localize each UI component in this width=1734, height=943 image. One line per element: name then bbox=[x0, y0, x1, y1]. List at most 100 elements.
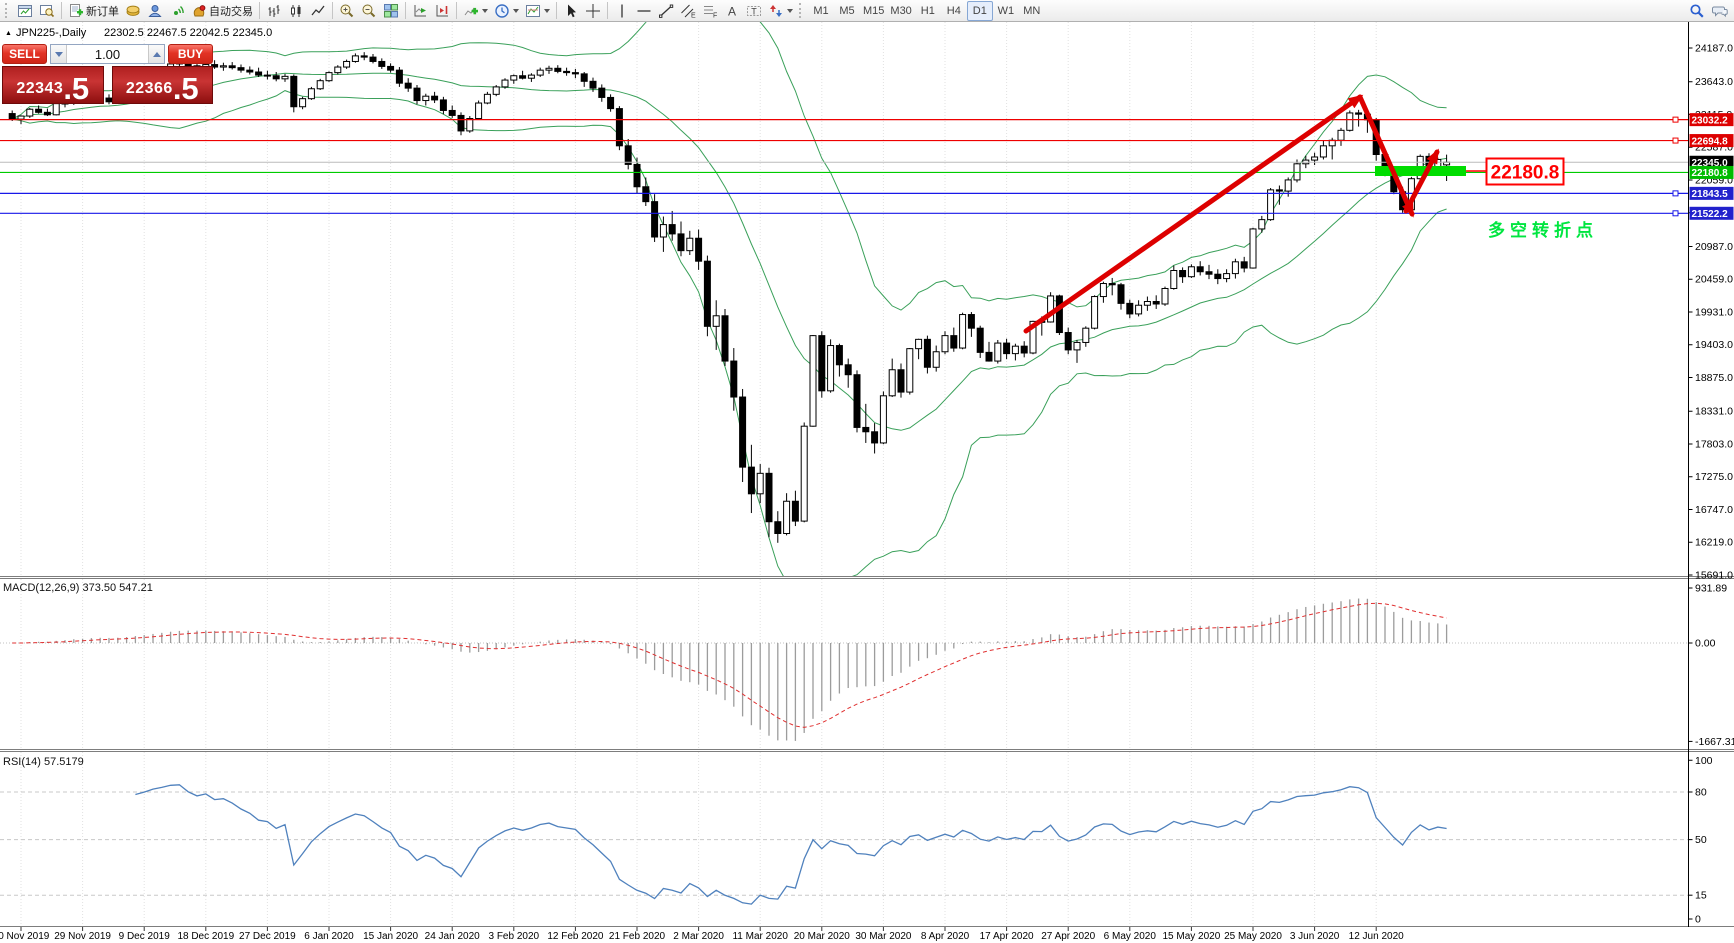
timeframe-m1-button[interactable]: M1 bbox=[808, 1, 834, 21]
svg-text:6 Jan 2020: 6 Jan 2020 bbox=[304, 931, 354, 942]
volume-input[interactable] bbox=[67, 45, 148, 63]
macd-indicator-label: MACD(12,26,9) 373.50 547.21 bbox=[3, 582, 153, 594]
svg-text:80: 80 bbox=[1695, 787, 1707, 799]
svg-text:19931.0: 19931.0 bbox=[1695, 306, 1733, 318]
svg-text:A: A bbox=[728, 4, 736, 18]
toolbar-separator bbox=[607, 2, 608, 19]
buy-button[interactable]: BUY bbox=[168, 44, 213, 64]
signals-button[interactable] bbox=[166, 1, 188, 21]
timeframe-d1-button[interactable]: D1 bbox=[966, 0, 993, 21]
arrows-tool-button[interactable] bbox=[765, 1, 796, 21]
svg-text:3 Jun 2020: 3 Jun 2020 bbox=[1290, 931, 1340, 942]
styles-button[interactable] bbox=[122, 1, 144, 21]
timeframe-m15-button[interactable]: M15 bbox=[860, 1, 887, 21]
cursor-tool-button[interactable] bbox=[560, 1, 582, 21]
new-order-button[interactable]: 新订单 bbox=[65, 1, 122, 21]
svg-text:27 Dec 2019: 27 Dec 2019 bbox=[239, 931, 296, 942]
text-tool-button[interactable]: A bbox=[721, 1, 743, 21]
ask-price-box[interactable]: 22366 .5 bbox=[111, 66, 213, 106]
price-callout-text: 22180.8 bbox=[1491, 163, 1560, 184]
svg-text:F: F bbox=[713, 12, 717, 19]
timeframe-m30-button[interactable]: M30 bbox=[887, 1, 914, 21]
dropdown-caret-icon bbox=[544, 8, 550, 13]
timeframe-mn-button[interactable]: MN bbox=[1019, 1, 1045, 21]
periods-button[interactable] bbox=[491, 1, 522, 21]
svg-text:24187.0: 24187.0 bbox=[1695, 43, 1733, 55]
symbol-collapse-icon[interactable]: ▲ bbox=[5, 30, 12, 37]
svg-text:E: E bbox=[691, 12, 696, 19]
dropdown-caret-icon bbox=[513, 8, 519, 13]
trend-arrow bbox=[1403, 148, 1440, 214]
svg-text:17803.0: 17803.0 bbox=[1695, 438, 1733, 450]
volume-increase-button[interactable] bbox=[148, 45, 164, 63]
svg-text:24 Jan 2020: 24 Jan 2020 bbox=[425, 931, 480, 942]
zoom-in-button[interactable] bbox=[336, 1, 358, 21]
svg-text:0: 0 bbox=[1695, 914, 1701, 926]
market-watch-user-button[interactable] bbox=[144, 1, 166, 21]
trendline-tool-button[interactable] bbox=[655, 1, 677, 21]
new-order-label: 新订单 bbox=[86, 5, 119, 18]
toolbar: 新订单 自动交易 E F A T bbox=[0, 0, 1734, 22]
dropdown-caret-icon bbox=[482, 8, 488, 13]
indicators-button[interactable] bbox=[460, 1, 491, 21]
caret-up-icon bbox=[152, 51, 161, 57]
svg-text:12 Feb 2020: 12 Feb 2020 bbox=[547, 931, 604, 942]
svg-text:16747.0: 16747.0 bbox=[1695, 504, 1733, 516]
candlestick-mode-button[interactable] bbox=[285, 1, 307, 21]
horizontal-line-tool-button[interactable] bbox=[633, 1, 655, 21]
svg-text:2 Mar 2020: 2 Mar 2020 bbox=[673, 931, 724, 942]
fibonacci-tool-button[interactable]: F bbox=[699, 1, 721, 21]
templates-button[interactable] bbox=[522, 1, 553, 21]
one-click-trading-panel: SELL BUY 22343 .5 22366 .5 bbox=[2, 44, 213, 104]
date-axis: 20 Nov 2019 29 Nov 2019 9 Dec 2019 18 Dec 2… bbox=[0, 927, 1404, 942]
toolbar-separator bbox=[405, 2, 406, 19]
profiles-button[interactable] bbox=[36, 1, 58, 21]
svg-text:20 Mar 2020: 20 Mar 2020 bbox=[794, 931, 851, 942]
chart-ohlc-values: 22302.5 22467.5 22042.5 22345.0 bbox=[104, 27, 272, 39]
channel-tool-button[interactable]: E bbox=[677, 1, 699, 21]
svg-text:18875.0: 18875.0 bbox=[1695, 372, 1733, 384]
svg-text:18331.0: 18331.0 bbox=[1695, 406, 1733, 418]
hline-23032.2 bbox=[0, 116, 1688, 123]
auto-scroll-button[interactable] bbox=[409, 1, 431, 21]
line-chart-mode-button[interactable] bbox=[307, 1, 329, 21]
svg-text:17 Apr 2020: 17 Apr 2020 bbox=[980, 931, 1034, 942]
ask-price-fraction: .5 bbox=[172, 71, 199, 106]
bar-chart-mode-button[interactable] bbox=[263, 1, 285, 21]
bid-price-fraction: .5 bbox=[63, 71, 90, 106]
timeframe-m5-button[interactable]: M5 bbox=[834, 1, 860, 21]
svg-text:20987.0: 20987.0 bbox=[1695, 241, 1733, 253]
svg-text:20459.0: 20459.0 bbox=[1695, 274, 1733, 286]
zoom-out-button[interactable] bbox=[358, 1, 380, 21]
annotations-layer: 22180.8 多空转折点 bbox=[1023, 94, 1593, 334]
svg-text:931.89: 931.89 bbox=[1695, 583, 1727, 595]
bid-price-box[interactable]: 22343 .5 bbox=[2, 66, 104, 104]
price-callout-box bbox=[1485, 157, 1565, 186]
chat-button[interactable] bbox=[1708, 1, 1732, 21]
volume-decrease-button[interactable] bbox=[51, 45, 67, 63]
svg-text:15: 15 bbox=[1695, 890, 1707, 902]
timeframe-h4-button[interactable]: H4 bbox=[941, 1, 967, 21]
chart-shift-button[interactable] bbox=[431, 1, 453, 21]
tile-windows-button[interactable] bbox=[380, 1, 402, 21]
vertical-line-tool-button[interactable] bbox=[611, 1, 633, 21]
axis-price-tag: 22694.8 bbox=[1692, 136, 1729, 147]
trend-arrow bbox=[1023, 94, 1364, 334]
axis-price-tag: 22180.8 bbox=[1692, 168, 1729, 179]
text-label-tool-button[interactable]: T bbox=[743, 1, 765, 21]
axis-price-tag: 21843.5 bbox=[1692, 189, 1729, 200]
crosshair-tool-button[interactable] bbox=[582, 1, 604, 21]
svg-text:T: T bbox=[751, 6, 757, 16]
svg-text:27 Apr 2020: 27 Apr 2020 bbox=[1041, 931, 1095, 942]
autotrading-button[interactable]: 自动交易 bbox=[188, 1, 256, 21]
sell-button[interactable]: SELL bbox=[2, 44, 47, 64]
timeframe-w1-button[interactable]: W1 bbox=[993, 1, 1019, 21]
search-button[interactable] bbox=[1686, 1, 1708, 21]
bid-price-main: 22343 bbox=[16, 80, 64, 97]
timeframe-h1-button[interactable]: H1 bbox=[915, 1, 941, 21]
svg-text:25 May 2020: 25 May 2020 bbox=[1224, 931, 1282, 942]
new-chart-button[interactable] bbox=[14, 1, 36, 21]
